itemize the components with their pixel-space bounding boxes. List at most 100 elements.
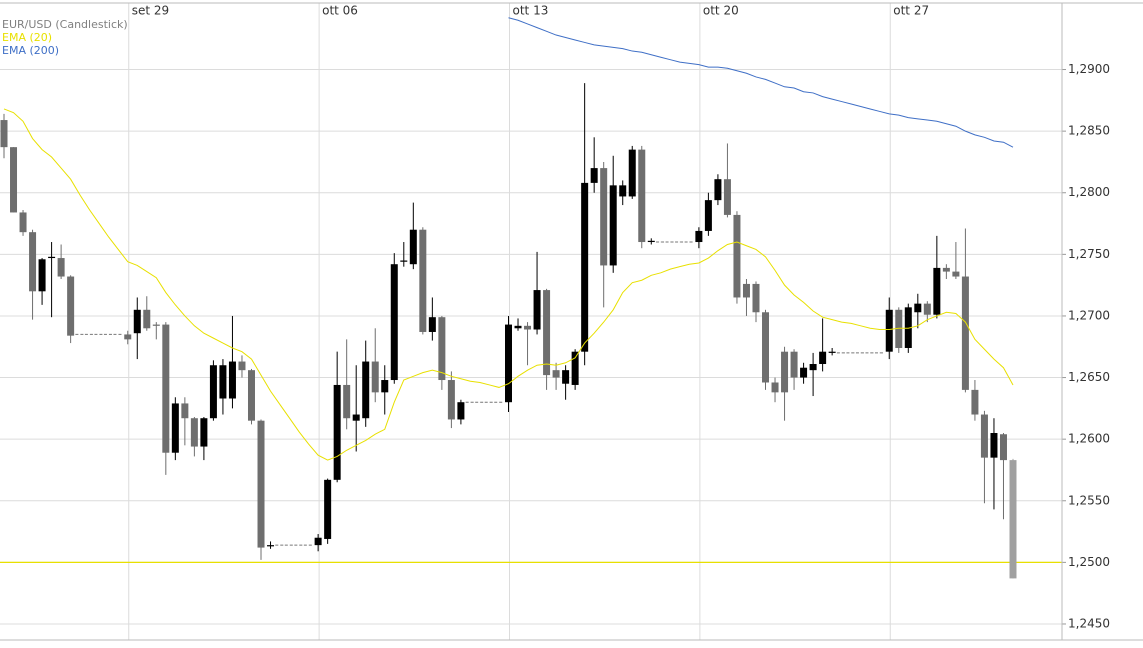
candle-body	[961, 276, 969, 390]
legend-entry: EMA (20)	[2, 31, 52, 44]
candle-body	[200, 418, 208, 447]
candle-body	[628, 149, 636, 197]
ema-line	[3, 108, 1014, 461]
candle-body	[209, 365, 217, 419]
y-tick-label: 1,2450	[1068, 616, 1110, 630]
plot	[0, 17, 1062, 579]
y-tick-label: 1,2500	[1068, 555, 1110, 569]
candle-body	[647, 240, 655, 243]
candle-body	[505, 324, 512, 403]
candle-body	[247, 370, 255, 421]
ema-line	[508, 17, 1014, 148]
candle-body	[152, 324, 160, 326]
candle-body	[143, 309, 151, 329]
candle-body	[714, 179, 722, 201]
candle-body	[352, 414, 360, 421]
candle-body	[790, 351, 798, 378]
candle-body	[514, 325, 522, 329]
candle-body	[524, 325, 532, 330]
legend: EUR/USD (Candlestick)EMA (20)EMA (200)	[2, 18, 128, 57]
candle-body	[48, 256, 56, 259]
candle-body	[67, 276, 75, 336]
candle-body	[390, 264, 398, 381]
candle-body	[923, 303, 931, 315]
candle-body	[914, 303, 922, 313]
x-tick-label: ott 13	[513, 4, 549, 18]
candle-body	[895, 309, 903, 348]
candle-body	[324, 479, 332, 539]
candle-body	[638, 149, 646, 243]
candle-body	[438, 317, 446, 381]
candle-body	[695, 230, 703, 243]
y-tick-label: 1,2700	[1068, 308, 1110, 322]
candle-body	[238, 361, 246, 371]
candle-body	[600, 168, 608, 266]
candle-body	[38, 259, 46, 292]
y-tick-label: 1,2750	[1068, 247, 1110, 261]
candle-body	[980, 414, 988, 458]
candle-body	[571, 351, 579, 385]
candle-body	[10, 147, 18, 213]
candle-body	[190, 418, 198, 447]
y-tick-label: 1,2800	[1068, 185, 1110, 199]
candle-body	[800, 367, 808, 378]
plot-area	[0, 3, 1062, 640]
candle-body	[742, 283, 750, 298]
candle-body	[219, 365, 227, 399]
candle-body	[904, 307, 912, 348]
candle-body	[609, 185, 617, 266]
candle-body	[257, 420, 265, 548]
candle-body	[828, 351, 836, 353]
candle-body	[428, 317, 436, 332]
x-tick-label: ott 27	[893, 4, 929, 18]
candle-body	[942, 267, 950, 272]
candle-body	[723, 179, 731, 215]
candle-body	[533, 290, 541, 330]
candle-body	[181, 403, 189, 419]
candle-body	[809, 364, 817, 371]
candle-body	[619, 185, 627, 197]
candle-body	[29, 232, 37, 292]
candle-body	[314, 537, 322, 546]
candle-body	[400, 260, 408, 262]
candle-body	[581, 182, 589, 352]
candle-body	[457, 402, 465, 420]
candle-body	[162, 324, 170, 453]
candle-body	[124, 334, 132, 340]
y-tick-label: 1,2600	[1068, 432, 1110, 446]
candle-body	[885, 309, 893, 352]
candle-body	[952, 271, 960, 277]
candle-body	[57, 258, 65, 277]
y-tick-label: 1,2650	[1068, 370, 1110, 384]
candle-body	[0, 120, 8, 148]
candle-body	[752, 283, 760, 313]
candle-body	[733, 214, 741, 298]
candle-body	[771, 382, 779, 393]
candle-body	[819, 351, 827, 365]
candle-body	[371, 361, 379, 393]
candle-body	[409, 229, 417, 265]
x-tick-label: set 29	[132, 4, 169, 18]
candle-body	[999, 434, 1007, 461]
candle-body	[590, 168, 598, 183]
candle-body	[933, 267, 941, 315]
candle-body	[762, 312, 770, 383]
candle-body	[419, 229, 427, 332]
candle-body	[552, 370, 560, 378]
candle-body	[704, 200, 712, 231]
candle-body	[562, 370, 570, 384]
y-tick-label: 1,2850	[1068, 124, 1110, 138]
candle-body	[133, 309, 141, 334]
candle-body	[1009, 460, 1017, 579]
candle-body	[971, 389, 979, 415]
candle-body	[362, 361, 370, 419]
y-tick-label: 1,2550	[1068, 493, 1110, 507]
candle-body	[381, 380, 389, 393]
candle-body	[333, 384, 341, 480]
candle-body	[171, 403, 179, 453]
candle-body	[19, 212, 27, 233]
x-tick-label: ott 06	[322, 4, 358, 18]
legend-entry: EMA (200)	[2, 44, 59, 57]
